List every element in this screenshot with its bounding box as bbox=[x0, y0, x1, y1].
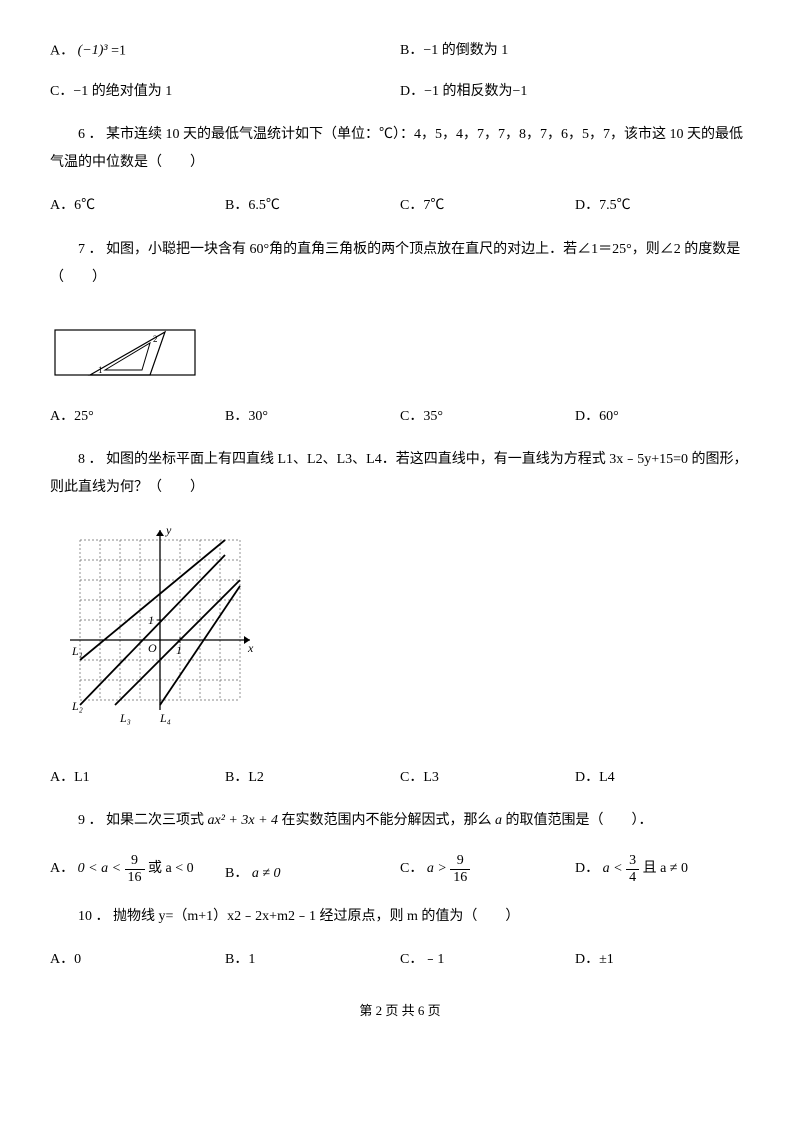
q9a-prefix: A． bbox=[50, 861, 74, 876]
q5-option-b: B．−1 的倒数为 1 bbox=[400, 40, 750, 63]
q6-option-c: C．7℃ bbox=[400, 195, 575, 217]
q10-option-a: A．0 bbox=[50, 949, 225, 971]
q9c-m1: a > bbox=[427, 861, 450, 876]
q5-option-d: D．−1 的相反数为−1 bbox=[400, 81, 750, 103]
q9c-frac: 916 bbox=[450, 853, 470, 885]
q6-option-b: B．6.5℃ bbox=[225, 195, 400, 217]
q7-text: 7 ． 如图，小聪把一块含有 60°角的直角三角板的两个顶点放在直尺的对边上．若… bbox=[50, 236, 750, 292]
q9b-prefix: B． bbox=[225, 866, 248, 881]
q9-option-c: C． a > 916 bbox=[400, 853, 575, 885]
q9a-m2: 或 a < 0 bbox=[145, 861, 194, 876]
q9-text: 9 ． 如果二次三项式 ax² + 3x + 4 在实数范围内不能分解因式，那么… bbox=[50, 807, 750, 835]
q7-option-d: D．60° bbox=[575, 406, 750, 428]
q5-option-a: A． (−1)³ =1 bbox=[50, 40, 400, 63]
page-footer: 第 2 页 共 6 页 bbox=[50, 1001, 750, 1022]
q9-prefix: 9 ． 如果二次三项式 bbox=[78, 813, 204, 828]
svg-text:L₃: L₃ bbox=[119, 711, 131, 725]
q8-text: 8 ． 如图的坐标平面上有四直线 L1、L2、L3、L4．若这四直线中，有一直线… bbox=[50, 446, 750, 502]
q6-text: 6 ． 某市连续 10 天的最低气温统计如下（单位：℃）：4，5，4，7，7，8… bbox=[50, 121, 750, 177]
q7-figure: 1 2 bbox=[50, 310, 750, 388]
q7-triangle-inner bbox=[105, 343, 150, 370]
q10-option-c: C．﹣1 bbox=[400, 949, 575, 971]
svg-text:L₂: L₂ bbox=[71, 699, 83, 713]
q8-option-d: D．L4 bbox=[575, 767, 750, 789]
q7-ruler-rect bbox=[55, 330, 195, 375]
svg-text:1: 1 bbox=[176, 643, 182, 657]
q10-text: 10 ． 抛物线 y=（m+1）x2﹣2x+m2﹣1 经过原点，则 m 的值为（… bbox=[50, 903, 750, 931]
q9d-m1: a < bbox=[603, 861, 626, 876]
q9-option-b: B． a ≠ 0 bbox=[225, 863, 400, 885]
q9-mid: 在实数范围内不能分解因式，那么 bbox=[282, 813, 492, 828]
q9b-math: a ≠ 0 bbox=[252, 866, 281, 881]
svg-text:1: 1 bbox=[148, 613, 154, 627]
svg-text:O: O bbox=[148, 641, 157, 655]
q9-option-a: A． 0 < a < 916 或 a < 0 bbox=[50, 853, 225, 885]
q9d-m2: 且 a ≠ 0 bbox=[639, 861, 688, 876]
q7-option-b: B．30° bbox=[225, 406, 400, 428]
q9c-prefix: C． bbox=[400, 861, 423, 876]
q5-a-math: (−1)³ bbox=[78, 43, 108, 58]
q6-option-d: D．7.5℃ bbox=[575, 195, 750, 217]
q8-option-a: A．L1 bbox=[50, 767, 225, 789]
q7-label-2: 2 bbox=[153, 334, 158, 344]
q7-option-a: A．25° bbox=[50, 406, 225, 428]
q8-figure: y x O 1 1 L₁ L₂ L₃ L₄ bbox=[50, 520, 750, 748]
q9-suffix: 的取值范围是（ ）． bbox=[506, 813, 653, 828]
q8-option-c: C．L3 bbox=[400, 767, 575, 789]
svg-text:x: x bbox=[247, 641, 254, 655]
q9d-num: 3 bbox=[626, 853, 639, 869]
q9a-num: 9 bbox=[125, 853, 145, 869]
q7-option-c: C．35° bbox=[400, 406, 575, 428]
svg-text:y: y bbox=[165, 523, 172, 537]
q10-option-d: D．±1 bbox=[575, 949, 750, 971]
q9d-den: 4 bbox=[626, 870, 639, 885]
q5-a-suffix: =1 bbox=[111, 43, 126, 58]
q6-option-a: A．6℃ bbox=[50, 195, 225, 217]
q8-option-b: B．L2 bbox=[225, 767, 400, 789]
q5-option-c: C．−1 的绝对值为 1 bbox=[50, 81, 400, 103]
svg-text:L₄: L₄ bbox=[159, 711, 171, 725]
svg-text:L₁: L₁ bbox=[71, 644, 83, 658]
q9d-frac: 34 bbox=[626, 853, 639, 885]
q7-label-1: 1 bbox=[98, 365, 103, 375]
q9c-num: 9 bbox=[450, 853, 470, 869]
q10-option-b: B．1 bbox=[225, 949, 400, 971]
q5-a-prefix: A． bbox=[50, 43, 74, 58]
q9d-prefix: D． bbox=[575, 861, 599, 876]
q9-math: ax² + 3x + 4 bbox=[208, 813, 279, 828]
q9a-m1: 0 < a < bbox=[78, 861, 125, 876]
q9-option-d: D． a < 34 且 a ≠ 0 bbox=[575, 853, 750, 885]
q9c-den: 16 bbox=[450, 870, 470, 885]
q9a-den: 16 bbox=[125, 870, 145, 885]
q9-a: a bbox=[495, 813, 502, 828]
q9a-frac: 916 bbox=[125, 853, 145, 885]
